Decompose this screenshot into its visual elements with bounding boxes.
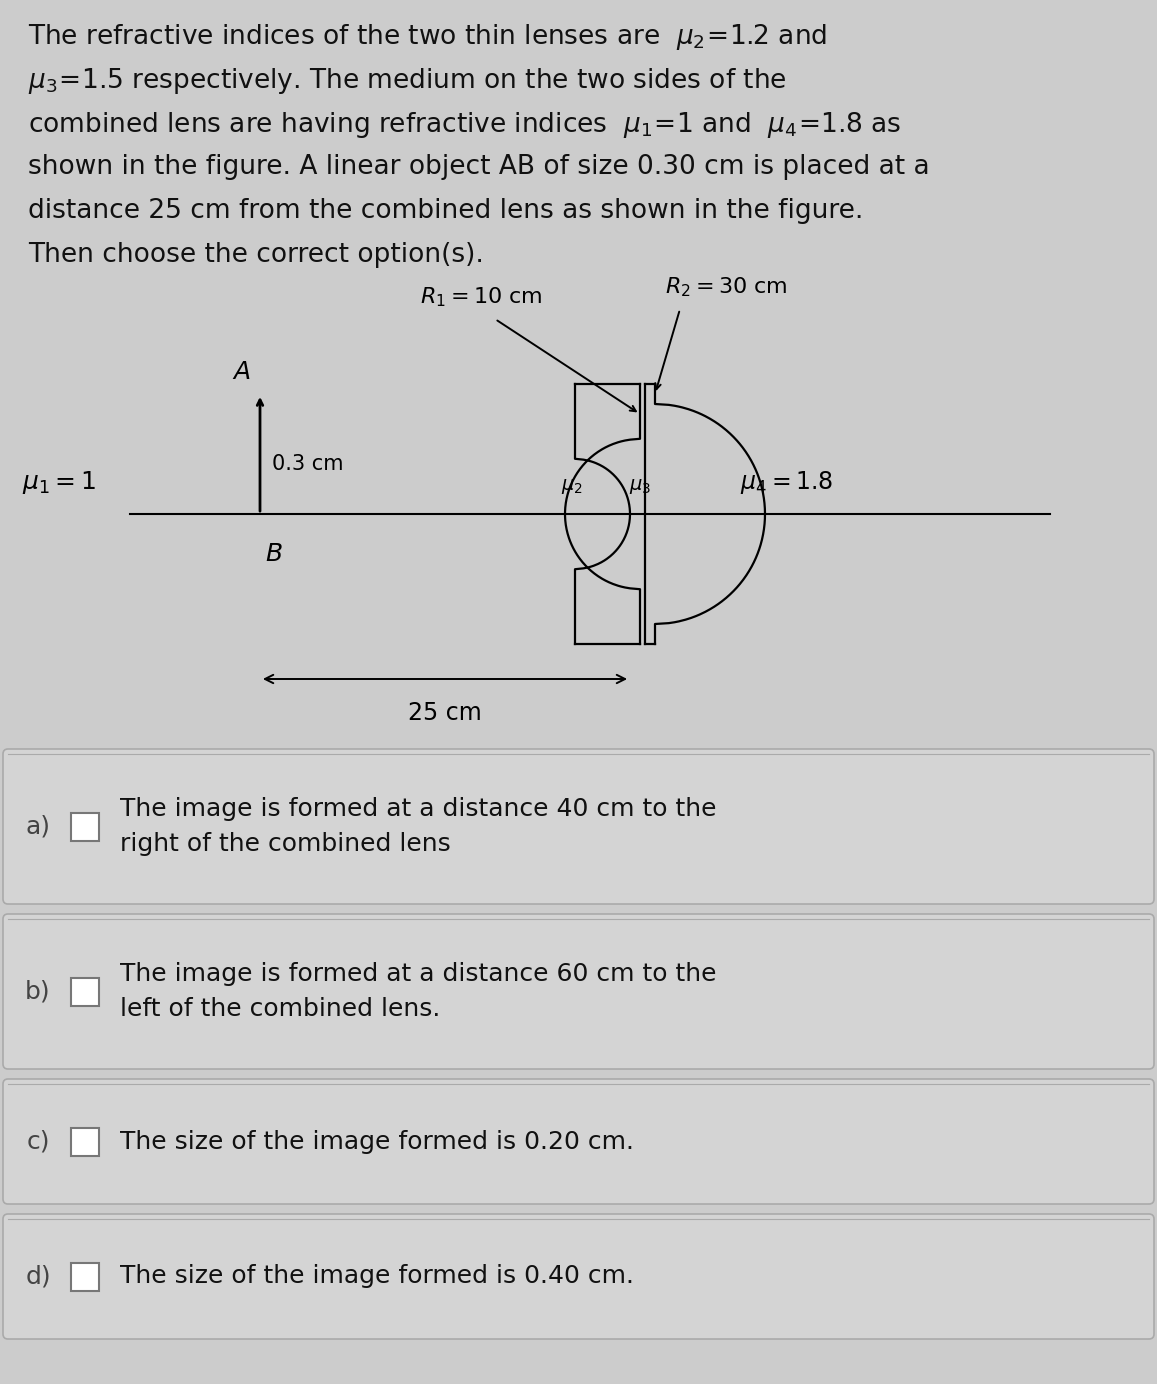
FancyBboxPatch shape (3, 1080, 1154, 1204)
Text: The image is formed at a distance 40 cm to the
right of the combined lens: The image is formed at a distance 40 cm … (120, 797, 716, 855)
Text: $R_2=30$ cm: $R_2=30$ cm (665, 275, 788, 299)
Text: $\mu_3$: $\mu_3$ (629, 477, 651, 495)
FancyBboxPatch shape (71, 812, 100, 840)
Text: The refractive indices of the two thin lenses are  $\mu_2\!=\!1.2$ and: The refractive indices of the two thin l… (28, 22, 827, 53)
Text: d): d) (25, 1265, 51, 1289)
Text: b): b) (25, 980, 51, 1003)
Text: a): a) (25, 815, 51, 839)
Text: The image is formed at a distance 60 cm to the
left of the combined lens.: The image is formed at a distance 60 cm … (120, 962, 716, 1021)
Text: 25 cm: 25 cm (408, 702, 481, 725)
FancyBboxPatch shape (3, 913, 1154, 1068)
Text: $\mu_3\!=\!1.5$ respectively. The medium on the two sides of the: $\mu_3\!=\!1.5$ respectively. The medium… (28, 66, 787, 95)
FancyBboxPatch shape (3, 749, 1154, 904)
Text: distance 25 cm from the combined lens as shown in the figure.: distance 25 cm from the combined lens as… (28, 198, 863, 224)
Text: Then choose the correct option(s).: Then choose the correct option(s). (28, 242, 484, 268)
FancyBboxPatch shape (71, 1262, 100, 1290)
Text: combined lens are having refractive indices  $\mu_1\!=\!1$ and  $\mu_4\!=\!1.8$ : combined lens are having refractive indi… (28, 109, 901, 140)
Text: shown in the figure. A linear object AB of size 0.30 cm is placed at a: shown in the figure. A linear object AB … (28, 154, 929, 180)
Text: The size of the image formed is 0.40 cm.: The size of the image formed is 0.40 cm. (120, 1265, 634, 1289)
Text: The size of the image formed is 0.20 cm.: The size of the image formed is 0.20 cm. (120, 1129, 634, 1153)
FancyBboxPatch shape (71, 1128, 100, 1156)
FancyBboxPatch shape (3, 1214, 1154, 1338)
FancyBboxPatch shape (71, 977, 100, 1006)
Text: A: A (234, 360, 251, 383)
Text: B: B (265, 543, 282, 566)
Text: 0.3 cm: 0.3 cm (272, 454, 344, 473)
Text: $\mu_1 = 1$: $\mu_1 = 1$ (22, 469, 96, 495)
Text: $R_1=10$ cm: $R_1=10$ cm (420, 285, 543, 309)
Text: c): c) (27, 1129, 50, 1153)
Text: $\mu_2$: $\mu_2$ (561, 477, 583, 495)
Text: $\mu_4 = 1.8$: $\mu_4 = 1.8$ (740, 469, 833, 495)
